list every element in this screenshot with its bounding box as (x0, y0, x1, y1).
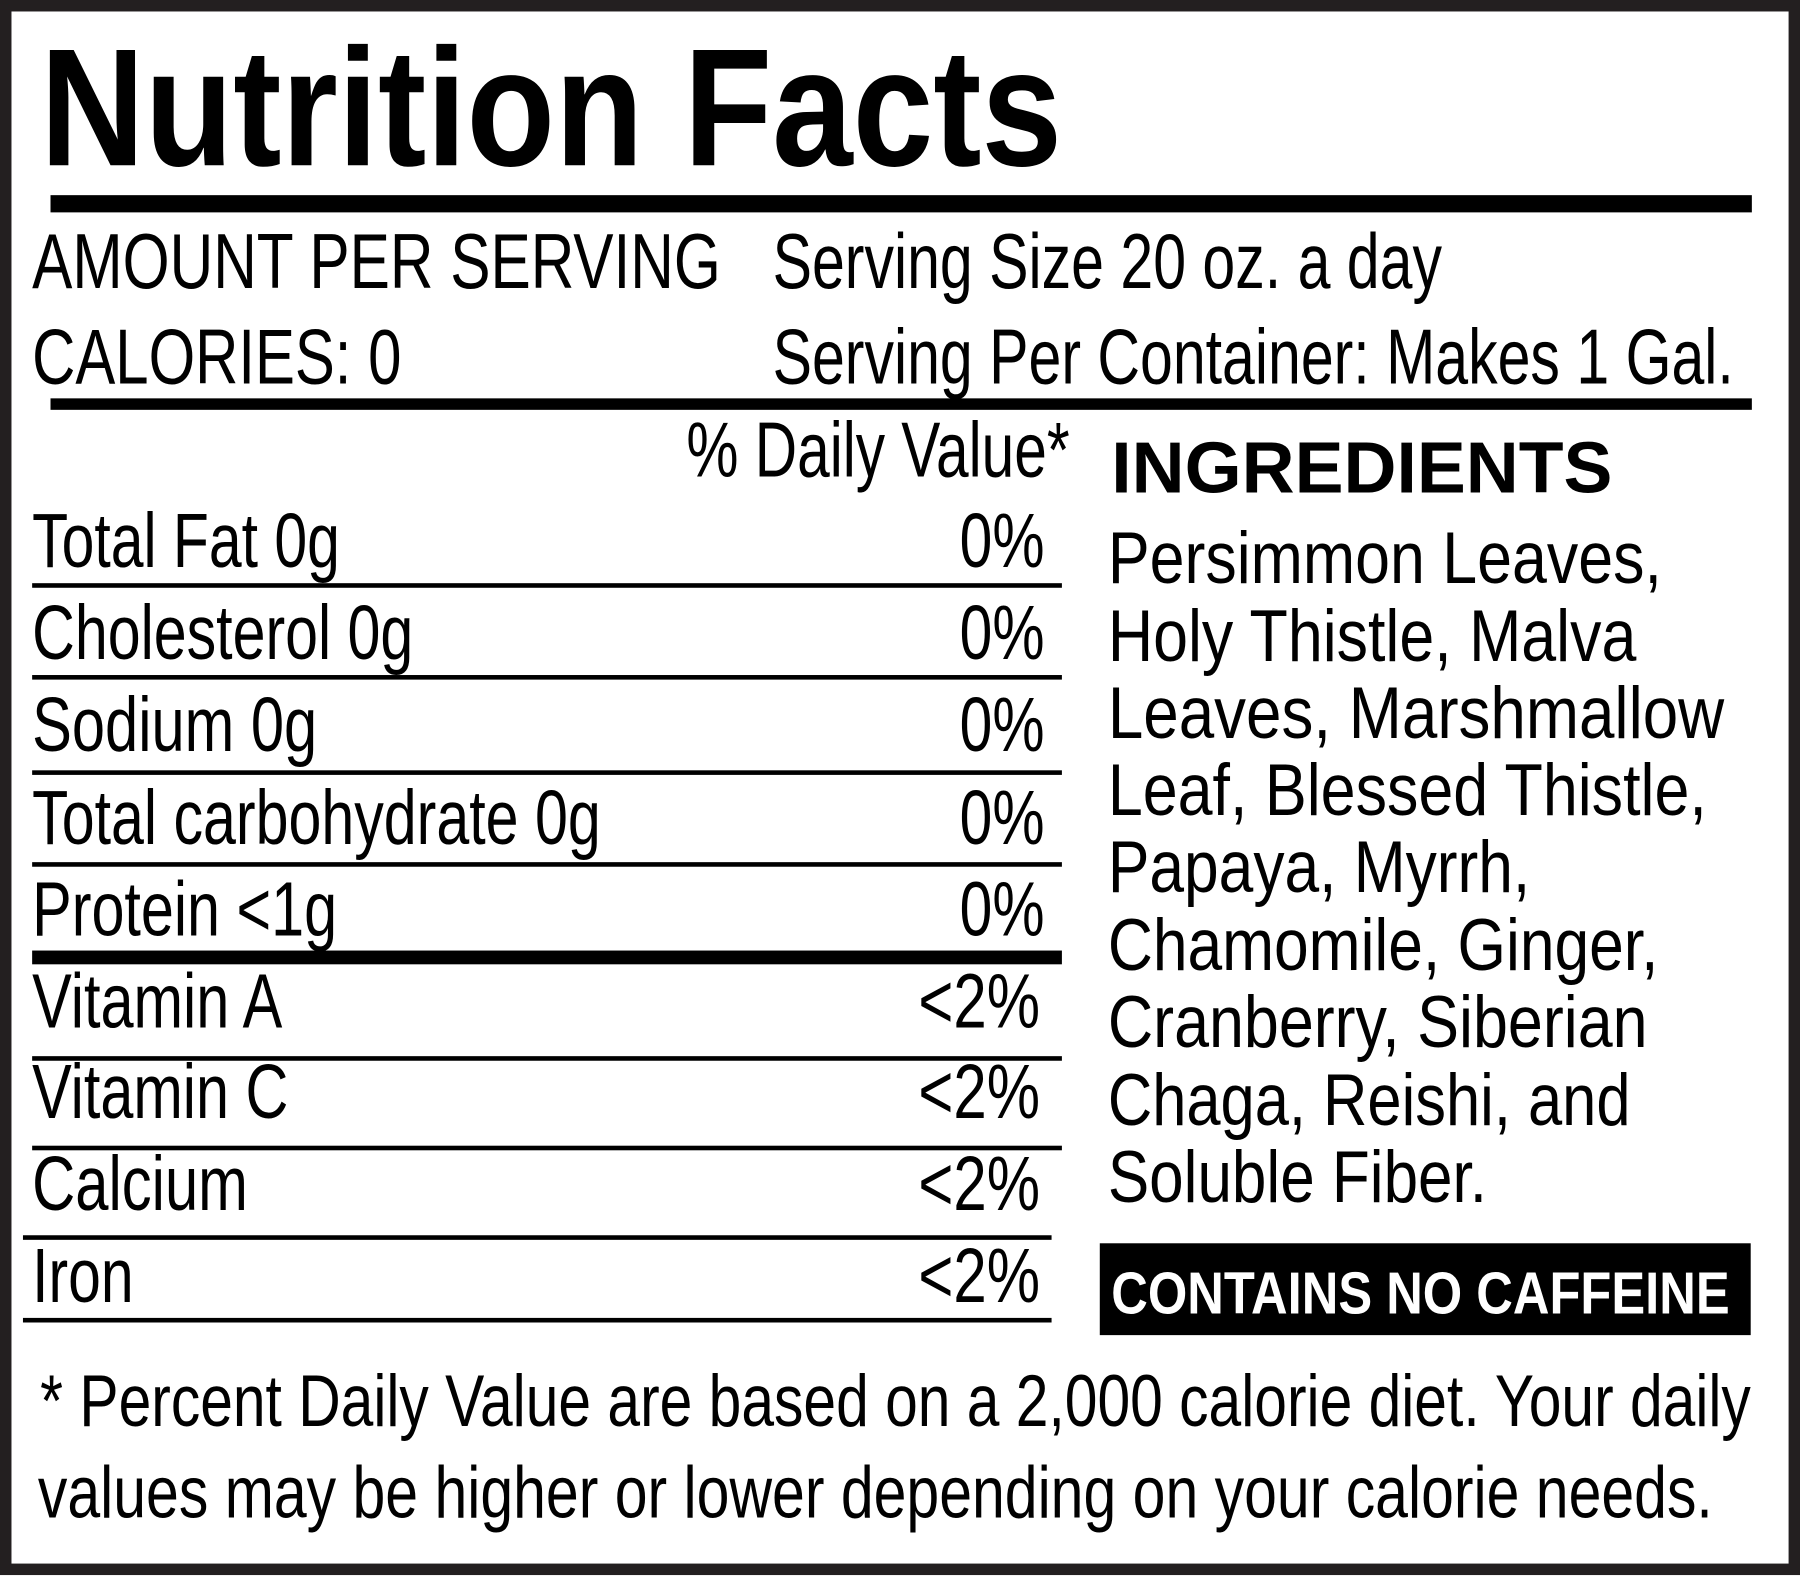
ingredients-heading: INGREDIENTS (1111, 428, 1613, 509)
ingredients-line: Soluble Fiber. (1107, 1135, 1487, 1219)
ingredients-line: Leaf, Blessed Thistle, (1107, 748, 1707, 832)
nutrient-daily-value: <2% (918, 1141, 1041, 1228)
nutrient-label: Total Fat 0g (32, 498, 340, 585)
nutrient-divider (32, 675, 1062, 680)
nutrient-divider (22, 1317, 1052, 1323)
nutrient-daily-value: 0% (959, 498, 1045, 585)
nutrient-daily-value: 0% (959, 590, 1045, 677)
servings-per-container: Serving Per Container: Makes 1 Gal. (772, 313, 1734, 401)
ingredients-line: Chaga, Reishi, and (1107, 1058, 1631, 1142)
nutrient-daily-value: <2% (918, 1049, 1041, 1136)
ingredients-line: Persimmon Leaves, (1107, 516, 1662, 600)
header-divider (50, 398, 1752, 410)
footnote-line-2: values may be higher or lower depending … (37, 1451, 1713, 1534)
title-divider (50, 195, 1752, 213)
nutrient-divider (32, 583, 1062, 588)
daily-value-header: % Daily Value* (686, 406, 1070, 494)
label-title: Nutrition Facts (40, 13, 1063, 201)
nutrient-label: Total carbohydrate 0g (32, 774, 601, 861)
caffeine-badge-text: CONTAINS NO CAFFEINE (1111, 1260, 1730, 1328)
ingredients-line: Leaves, Marshmallow (1107, 671, 1725, 755)
caffeine-badge (1099, 1243, 1751, 1336)
ingredients-line: Papaya, Myrrh, (1107, 825, 1531, 909)
nutrient-label: Cholesterol 0g (32, 590, 414, 677)
ingredients-line: Chamomile, Ginger, (1107, 903, 1659, 987)
nutrient-divider (32, 1145, 1062, 1151)
nutrient-divider (32, 1056, 1062, 1061)
nutrient-label: Vitamin A (32, 958, 283, 1045)
nutrient-thick-divider (32, 950, 1062, 965)
serving-size: Serving Size 20 oz. a day (772, 218, 1442, 306)
nutrient-daily-value: <2% (918, 958, 1041, 1045)
calories: CALORIES: 0 (32, 313, 402, 401)
nutrient-daily-value: 0% (959, 866, 1045, 953)
ingredients-line: Cranberry, Siberian (1107, 980, 1648, 1064)
nutrient-label: Sodium 0g (32, 681, 318, 769)
nutrient-label: Iron (32, 1232, 134, 1320)
nutrient-daily-value: 0% (959, 774, 1045, 861)
nutrient-label: Protein <1g (32, 866, 338, 953)
nutrient-label: Vitamin C (32, 1049, 289, 1136)
nutrient-daily-value: <2% (918, 1232, 1041, 1320)
nutrient-daily-value: 0% (959, 681, 1045, 769)
amount-per-serving: AMOUNT PER SERVING (32, 218, 721, 306)
footnote-line-1: * Percent Daily Value are based on a 2,0… (40, 1359, 1751, 1442)
nutrient-divider (22, 1235, 1052, 1240)
ingredients-line: Holy Thistle, Malva (1107, 594, 1637, 678)
nutrient-divider (32, 862, 1062, 867)
nutrient-label: Calcium (32, 1141, 248, 1228)
nutrient-divider (32, 770, 1062, 775)
